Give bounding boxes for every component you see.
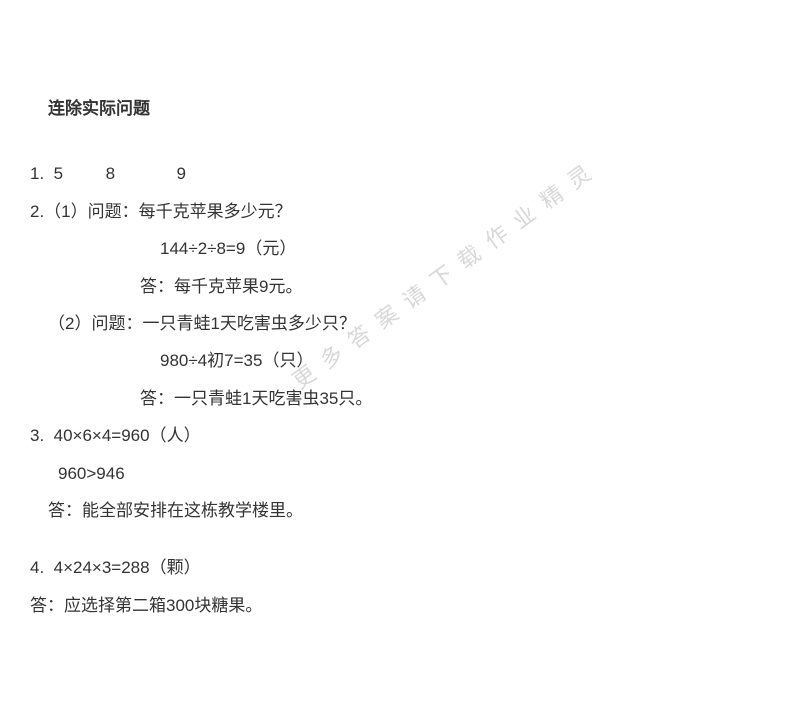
problem-2-2-question: （2）问题：一只青蛙1天吃害虫多少只？ xyxy=(48,305,770,342)
problem-2-1-question: 2.（1）问题：每千克苹果多少元？ xyxy=(30,193,770,230)
problem-3-answer: 答：能全部安排在这栋教学楼里。 xyxy=(48,492,770,529)
problem-2-2-calc: 980÷4初7=35（只） xyxy=(160,342,770,379)
problem-2-1-calc: 144÷2÷8=9（元） xyxy=(160,230,770,267)
problem-4-answer: 答：应选择第二箱300块糖果。 xyxy=(30,587,770,624)
section-title: 连除实际问题 xyxy=(48,90,770,127)
problem-2-1-answer: 答：每千克苹果9元。 xyxy=(140,268,770,305)
problem-2-2-answer: 答：一只青蛙1天吃害虫35只。 xyxy=(140,380,770,417)
problem-1: 1. 5 8 9 xyxy=(30,155,770,192)
problem-4-calc: 4. 4×24×3=288（颗） xyxy=(30,549,770,586)
problem-3-compare: 960>946 xyxy=(58,455,770,492)
problem-3-calc: 3. 40×6×4=960（人） xyxy=(30,417,770,454)
